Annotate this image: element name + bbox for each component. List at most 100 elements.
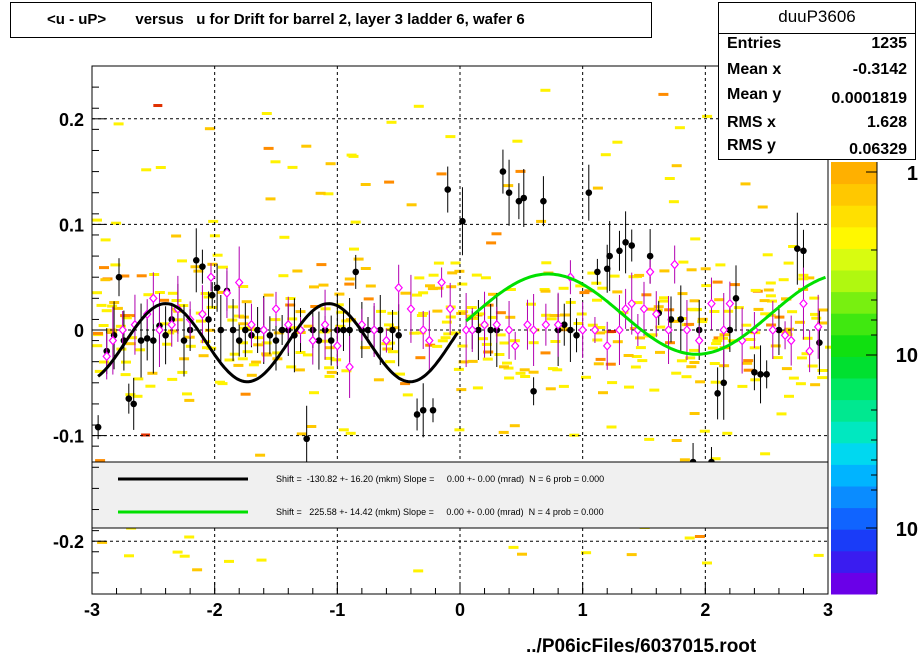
stats-row-entries: Entries 1235 bbox=[727, 35, 907, 59]
density-cell bbox=[825, 345, 835, 349]
density-cell bbox=[360, 267, 371, 270]
density-cell bbox=[425, 284, 435, 288]
density-cell bbox=[285, 303, 296, 307]
density-cell bbox=[238, 315, 249, 319]
density-cell bbox=[778, 278, 789, 282]
density-cell bbox=[709, 310, 720, 313]
density-cell bbox=[605, 362, 616, 366]
density-cell bbox=[457, 282, 468, 286]
data-point-black bbox=[266, 331, 274, 339]
density-cell bbox=[505, 288, 516, 291]
density-cell bbox=[273, 331, 284, 335]
density-cell bbox=[334, 292, 345, 296]
density-cell bbox=[217, 265, 228, 269]
data-point-magenta bbox=[553, 319, 563, 330]
density-cell bbox=[794, 320, 805, 324]
density-cell bbox=[515, 371, 526, 375]
data-point-black bbox=[794, 245, 801, 252]
density-cell bbox=[443, 332, 454, 336]
data-point-magenta bbox=[320, 319, 330, 330]
density-cell bbox=[655, 325, 666, 329]
density-cell bbox=[783, 261, 794, 265]
density-cell bbox=[597, 286, 608, 290]
data-point-black bbox=[720, 379, 728, 387]
density-cell bbox=[400, 291, 411, 295]
density-cell bbox=[757, 205, 768, 209]
palette-swatch bbox=[831, 248, 877, 271]
density-cell bbox=[540, 289, 551, 293]
density-cell bbox=[237, 357, 248, 361]
palette-swatch bbox=[831, 421, 877, 444]
density-cell bbox=[491, 232, 502, 236]
density-cell bbox=[612, 140, 623, 144]
data-point-black bbox=[352, 268, 360, 276]
density-cell bbox=[143, 293, 154, 297]
data-point-black bbox=[475, 326, 482, 334]
density-cell bbox=[541, 261, 552, 265]
density-cell bbox=[495, 311, 506, 315]
data-point-magenta bbox=[504, 325, 514, 335]
density-cell bbox=[810, 383, 821, 387]
density-cell bbox=[208, 219, 219, 223]
y-tick-label: 0.2 bbox=[59, 110, 84, 130]
data-point-black bbox=[217, 326, 225, 334]
density-cell bbox=[310, 305, 321, 308]
palette-swatch bbox=[831, 205, 877, 228]
density-cell bbox=[196, 319, 206, 323]
x-tick-label: -3 bbox=[84, 600, 100, 620]
data-point-magenta bbox=[725, 298, 735, 309]
density-cell bbox=[227, 318, 238, 322]
density-cell bbox=[164, 331, 175, 335]
density-cell bbox=[107, 304, 118, 308]
data-point-black bbox=[520, 194, 528, 202]
density-cell bbox=[184, 535, 195, 539]
data-point-black bbox=[180, 337, 188, 344]
density-cell bbox=[306, 425, 317, 428]
density-cell bbox=[536, 219, 547, 223]
density-cell bbox=[690, 237, 701, 241]
density-cell bbox=[750, 288, 761, 292]
density-cell bbox=[750, 378, 761, 382]
data-point-black bbox=[603, 265, 611, 273]
density-cell bbox=[689, 299, 700, 303]
density-cell bbox=[509, 424, 520, 428]
density-cell bbox=[326, 370, 337, 374]
density-cell bbox=[111, 221, 122, 225]
density-cell bbox=[413, 569, 424, 573]
data-point-black bbox=[677, 316, 685, 323]
density-cell bbox=[634, 273, 645, 277]
density-cell bbox=[92, 218, 102, 222]
density-cell bbox=[743, 359, 754, 363]
data-point-black bbox=[278, 326, 286, 334]
density-cell bbox=[482, 357, 493, 361]
fit-legend: Shift = -130.82 +- 16.20 (mkm) Slope = 0… bbox=[91, 461, 829, 529]
data-point-magenta bbox=[222, 288, 232, 298]
density-cell bbox=[689, 348, 700, 352]
density-cell bbox=[612, 290, 623, 294]
density-cell bbox=[699, 429, 710, 433]
stats-key: RMS y bbox=[727, 137, 776, 154]
density-cell bbox=[770, 344, 781, 348]
density-cell bbox=[193, 269, 204, 273]
density-cell bbox=[132, 394, 143, 398]
stats-name: duuP3606 bbox=[778, 7, 856, 26]
data-point-black bbox=[775, 326, 783, 334]
data-point-magenta bbox=[694, 335, 704, 346]
density-cell bbox=[229, 352, 240, 356]
density-cell bbox=[598, 391, 608, 395]
data-point-black bbox=[505, 189, 513, 197]
density-cell bbox=[684, 536, 695, 540]
density-cell bbox=[495, 333, 506, 337]
density-cell bbox=[487, 315, 498, 319]
data-point-magenta bbox=[492, 319, 502, 330]
density-cell bbox=[287, 317, 298, 321]
density-cell bbox=[508, 545, 519, 549]
density-cell bbox=[664, 177, 675, 180]
density-cell bbox=[323, 192, 334, 196]
density-cell bbox=[457, 344, 468, 348]
density-cell bbox=[668, 319, 679, 323]
data-point-black bbox=[130, 400, 138, 408]
data-point-black bbox=[732, 295, 740, 302]
density-cell bbox=[659, 269, 670, 273]
density-cell bbox=[760, 452, 771, 456]
